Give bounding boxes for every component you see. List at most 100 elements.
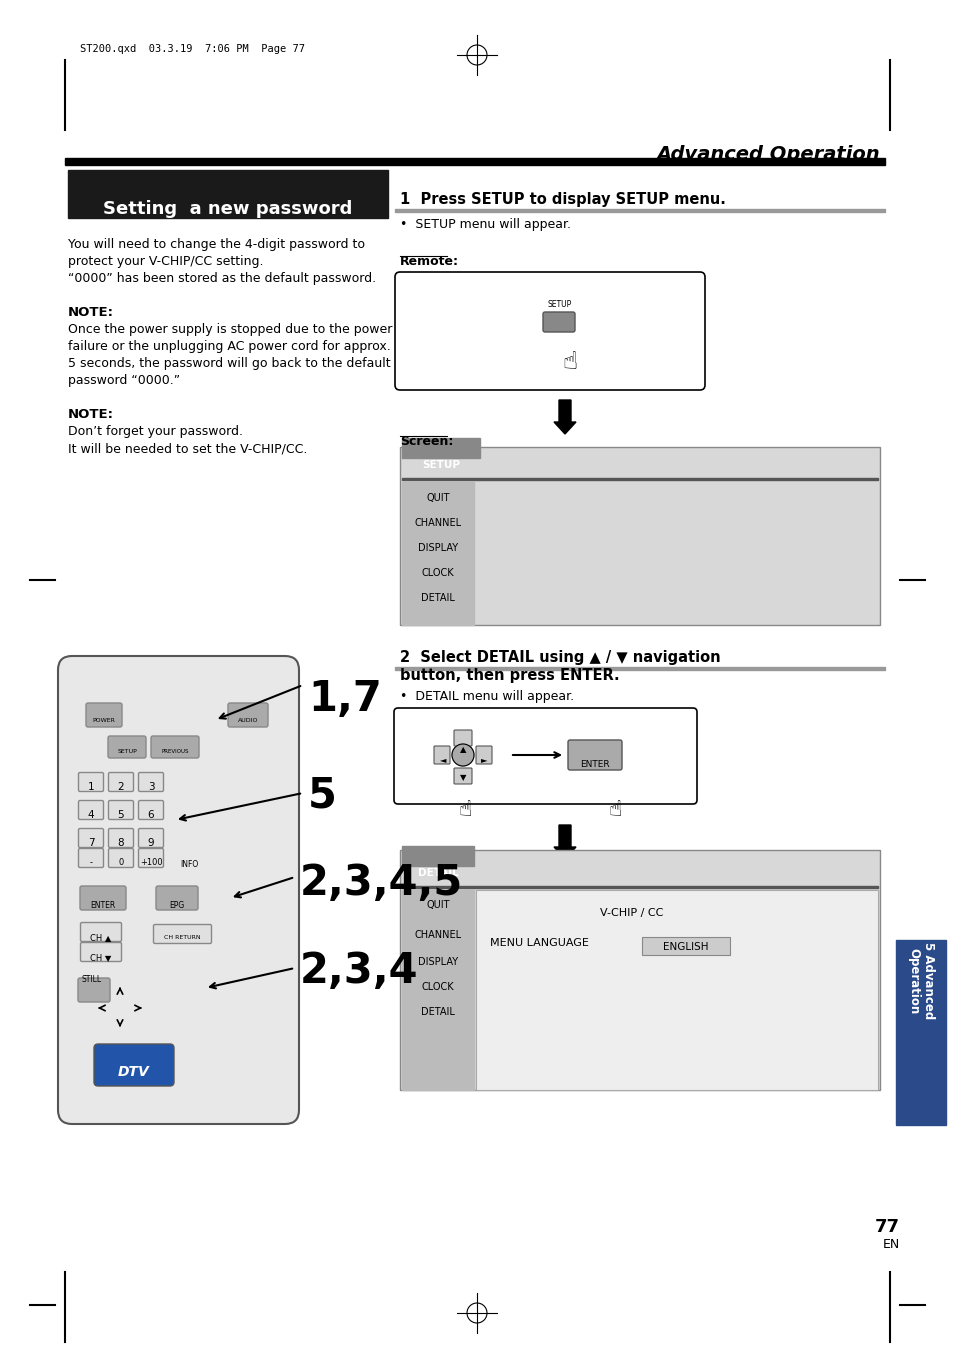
FancyBboxPatch shape bbox=[228, 703, 268, 727]
Bar bbox=[401, 886, 877, 888]
Text: 1  Press SETUP to display SETUP menu.: 1 Press SETUP to display SETUP menu. bbox=[399, 192, 725, 207]
Text: 6: 6 bbox=[148, 811, 154, 820]
Text: 2,3,4: 2,3,4 bbox=[299, 950, 418, 992]
Text: DTV: DTV bbox=[118, 1065, 150, 1079]
Text: Screen:: Screen: bbox=[399, 435, 453, 449]
Circle shape bbox=[452, 744, 474, 766]
FancyBboxPatch shape bbox=[567, 740, 621, 770]
FancyBboxPatch shape bbox=[476, 746, 492, 765]
FancyBboxPatch shape bbox=[78, 773, 103, 792]
Text: CLOCK: CLOCK bbox=[421, 567, 454, 578]
Text: button, then press ENTER.: button, then press ENTER. bbox=[399, 667, 619, 684]
Text: 0: 0 bbox=[118, 858, 124, 867]
Text: CH RETURN: CH RETURN bbox=[164, 935, 200, 940]
Text: ☝: ☝ bbox=[457, 800, 471, 820]
Text: -: - bbox=[90, 858, 92, 867]
Text: DETAIL: DETAIL bbox=[420, 593, 455, 603]
FancyBboxPatch shape bbox=[78, 828, 103, 847]
FancyBboxPatch shape bbox=[434, 746, 450, 765]
Text: AUDIO: AUDIO bbox=[237, 717, 258, 723]
FancyArrow shape bbox=[554, 400, 576, 434]
Text: 2,3,4,5: 2,3,4,5 bbox=[299, 862, 463, 904]
Text: protect your V-CHIP/CC setting.: protect your V-CHIP/CC setting. bbox=[68, 255, 263, 267]
Text: CHANNEL: CHANNEL bbox=[414, 517, 461, 528]
Text: POWER: POWER bbox=[92, 717, 115, 723]
Text: 5 Advanced
Operation: 5 Advanced Operation bbox=[906, 942, 934, 1019]
Text: 5: 5 bbox=[308, 775, 336, 817]
Text: SETUP: SETUP bbox=[547, 300, 572, 309]
Bar bbox=[641, 938, 729, 955]
Text: CLOCK: CLOCK bbox=[421, 982, 454, 992]
Text: SETUP: SETUP bbox=[421, 459, 459, 470]
Bar bbox=[395, 209, 884, 212]
FancyBboxPatch shape bbox=[454, 767, 472, 784]
Text: QUIT: QUIT bbox=[426, 493, 449, 503]
Bar bbox=[399, 850, 879, 1090]
Text: CHANNEL: CHANNEL bbox=[414, 929, 461, 940]
Text: EN: EN bbox=[882, 1238, 899, 1251]
Text: “0000” has been stored as the default password.: “0000” has been stored as the default pa… bbox=[68, 272, 375, 285]
Text: 7: 7 bbox=[88, 838, 94, 848]
Text: ►: ► bbox=[480, 755, 487, 765]
FancyBboxPatch shape bbox=[394, 708, 697, 804]
Bar bbox=[395, 667, 884, 670]
Text: DISPLAY: DISPLAY bbox=[417, 543, 457, 553]
Text: MENU LANGUAGE: MENU LANGUAGE bbox=[490, 938, 588, 948]
Text: QUIT: QUIT bbox=[426, 900, 449, 911]
FancyBboxPatch shape bbox=[109, 848, 133, 867]
Text: ENGLISH: ENGLISH bbox=[662, 942, 708, 952]
Bar bbox=[68, 170, 388, 218]
FancyBboxPatch shape bbox=[78, 801, 103, 820]
FancyBboxPatch shape bbox=[542, 312, 575, 332]
Text: Advanced Operation: Advanced Operation bbox=[656, 145, 879, 163]
Bar bbox=[401, 482, 474, 626]
Text: ENTER: ENTER bbox=[579, 761, 609, 769]
FancyArrow shape bbox=[554, 825, 576, 859]
FancyBboxPatch shape bbox=[109, 801, 133, 820]
FancyBboxPatch shape bbox=[454, 730, 472, 746]
Text: NOTE:: NOTE: bbox=[68, 305, 113, 319]
Text: STILL: STILL bbox=[82, 975, 102, 984]
Text: ENTER: ENTER bbox=[91, 901, 115, 911]
FancyBboxPatch shape bbox=[138, 828, 163, 847]
Text: ▲: ▲ bbox=[459, 744, 466, 754]
Text: INFO: INFO bbox=[180, 861, 198, 869]
Text: DISPLAY: DISPLAY bbox=[417, 957, 457, 967]
Bar bbox=[401, 438, 479, 458]
FancyBboxPatch shape bbox=[108, 736, 146, 758]
Text: Once the power supply is stopped due to the power: Once the power supply is stopped due to … bbox=[68, 323, 392, 336]
Text: 77: 77 bbox=[874, 1219, 899, 1236]
Text: 8: 8 bbox=[117, 838, 124, 848]
FancyBboxPatch shape bbox=[58, 657, 298, 1124]
FancyBboxPatch shape bbox=[109, 828, 133, 847]
Text: 1,7: 1,7 bbox=[308, 678, 381, 720]
FancyBboxPatch shape bbox=[80, 886, 126, 911]
Text: •  SETUP menu will appear.: • SETUP menu will appear. bbox=[399, 218, 571, 231]
Bar bbox=[401, 846, 474, 866]
FancyBboxPatch shape bbox=[151, 736, 199, 758]
FancyBboxPatch shape bbox=[78, 978, 110, 1002]
FancyBboxPatch shape bbox=[395, 272, 704, 390]
Text: ☝: ☝ bbox=[561, 350, 577, 374]
Text: 4: 4 bbox=[88, 811, 94, 820]
Text: DETAIL: DETAIL bbox=[420, 1006, 455, 1017]
FancyBboxPatch shape bbox=[78, 848, 103, 867]
Text: Don’t forget your password.: Don’t forget your password. bbox=[68, 426, 243, 438]
Text: 5 seconds, the password will go back to the default: 5 seconds, the password will go back to … bbox=[68, 357, 390, 370]
Text: CH ▲: CH ▲ bbox=[91, 934, 112, 942]
FancyBboxPatch shape bbox=[138, 801, 163, 820]
Text: ◄: ◄ bbox=[439, 755, 446, 765]
FancyBboxPatch shape bbox=[138, 848, 163, 867]
Text: You will need to change the 4-digit password to: You will need to change the 4-digit pass… bbox=[68, 238, 365, 251]
FancyBboxPatch shape bbox=[138, 773, 163, 792]
FancyBboxPatch shape bbox=[109, 773, 133, 792]
Text: CH ▼: CH ▼ bbox=[91, 952, 112, 962]
Bar bbox=[476, 890, 877, 1090]
FancyBboxPatch shape bbox=[153, 924, 212, 943]
Bar bbox=[895, 940, 945, 1125]
Text: It will be needed to set the V-CHIP/CC.: It will be needed to set the V-CHIP/CC. bbox=[68, 442, 307, 455]
FancyBboxPatch shape bbox=[80, 943, 121, 962]
Text: •  DETAIL menu will appear.: • DETAIL menu will appear. bbox=[399, 690, 574, 703]
FancyBboxPatch shape bbox=[156, 886, 198, 911]
Text: 2  Select DETAIL using ▲ / ▼ navigation: 2 Select DETAIL using ▲ / ▼ navigation bbox=[399, 650, 720, 665]
